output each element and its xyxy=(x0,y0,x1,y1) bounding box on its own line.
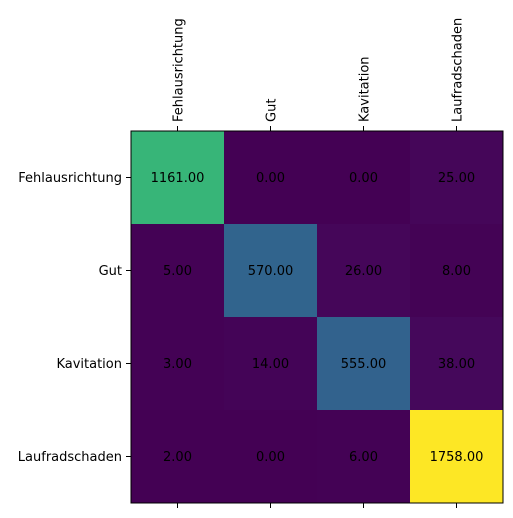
y-tick-label: Kavitation xyxy=(56,357,122,372)
heatmap-cell xyxy=(317,317,411,411)
heatmap-cell xyxy=(131,317,225,411)
heatmap-cell xyxy=(317,131,411,225)
x-tick-label: Fehlausrichtung xyxy=(172,18,187,122)
x-tick-label: Laufradschaden xyxy=(451,18,466,122)
heatmap-cell xyxy=(131,410,225,504)
cell-value-label: 0.00 xyxy=(256,450,285,465)
heatmap-cell xyxy=(224,317,318,411)
heatmap-cell xyxy=(131,131,225,225)
cell-value-label: 25.00 xyxy=(438,171,475,186)
heatmap-cell xyxy=(131,224,225,318)
y-tick-label: Laufradschaden xyxy=(18,450,122,465)
cell-value-label: 5.00 xyxy=(163,264,192,279)
heatmap-cell xyxy=(410,131,504,225)
plot-frame xyxy=(130,130,504,504)
heatmap-cell xyxy=(410,224,504,318)
cell-value-label: 1758.00 xyxy=(430,450,484,465)
cell-value-label: 555.00 xyxy=(341,357,387,372)
cell-value-label: 8.00 xyxy=(442,264,471,279)
heatmap-cell xyxy=(224,131,318,225)
cell-value-label: 1161.00 xyxy=(151,171,205,186)
cell-value-label: 14.00 xyxy=(252,357,289,372)
cell-value-label: 3.00 xyxy=(163,357,192,372)
heatmap-cell xyxy=(317,410,411,504)
heatmap-cell xyxy=(224,224,318,318)
heatmap-cell xyxy=(410,410,504,504)
cell-value-label: 570.00 xyxy=(248,264,294,279)
cell-value-label: 38.00 xyxy=(438,357,475,372)
heatmap-cells xyxy=(131,131,504,504)
x-tick-label: Gut xyxy=(265,99,280,122)
heatmap-cell xyxy=(410,317,504,411)
cell-value-label: 0.00 xyxy=(256,171,285,186)
y-tick-label: Gut xyxy=(99,264,122,279)
y-tick-label: Fehlausrichtung xyxy=(18,171,122,186)
heatmap-cell xyxy=(317,224,411,318)
cell-value-label: 2.00 xyxy=(163,450,192,465)
heatmap-cell-labels: 1161.00 0.00 0.00 25.00 5.00 570.00 26.00 8.00 3… xyxy=(151,171,484,465)
cell-value-label: 0.00 xyxy=(349,171,378,186)
x-axis-ticks: Fehlausrichtung Gut Kavitation Laufradschad… xyxy=(172,18,466,508)
cell-value-label: 26.00 xyxy=(345,264,382,279)
heatmap-cell xyxy=(224,410,318,504)
cell-value-label: 6.00 xyxy=(349,450,378,465)
y-axis-ticks: Fehlausrichtung Gut Kavitation Laufradschad… xyxy=(18,171,131,465)
x-tick-label: Kavitation xyxy=(358,56,373,122)
